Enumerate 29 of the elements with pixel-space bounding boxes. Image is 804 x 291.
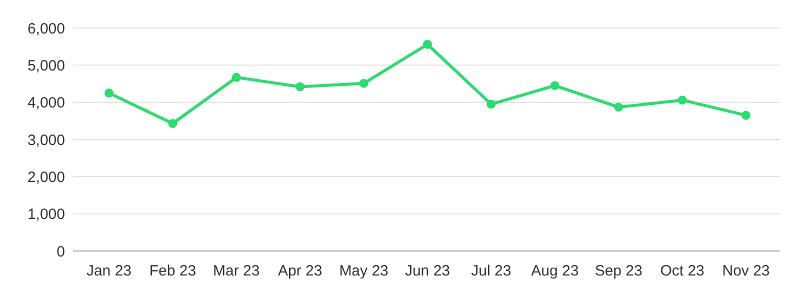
point bbox=[423, 40, 432, 49]
x-tick-label: Nov 23 bbox=[722, 262, 770, 280]
x-tick-label: Jul 23 bbox=[471, 262, 512, 280]
y-tick-label: 3,000 bbox=[27, 132, 65, 149]
point bbox=[550, 81, 560, 90]
x-tick-label: Feb 23 bbox=[149, 262, 196, 280]
point bbox=[296, 82, 305, 92]
y-tick-label: 6,000 bbox=[27, 20, 65, 38]
y-tick-label: 4,000 bbox=[27, 94, 65, 112]
point bbox=[742, 110, 750, 120]
x-tick-label: Apr 23 bbox=[278, 262, 322, 280]
point bbox=[232, 72, 241, 82]
point bbox=[486, 100, 496, 109]
y-tick-label: 5,000 bbox=[27, 57, 65, 74]
point bbox=[359, 78, 368, 88]
x-tick-label: Sep 23 bbox=[594, 262, 642, 280]
point bbox=[678, 96, 687, 105]
x-tick-label: Mar 23 bbox=[213, 262, 260, 280]
y-tick-label: 1,000 bbox=[27, 206, 65, 224]
x-tick-label: Jan 23 bbox=[86, 262, 132, 280]
x-tick-label: Jun 23 bbox=[404, 262, 450, 280]
point bbox=[104, 88, 114, 98]
point bbox=[168, 119, 178, 128]
point bbox=[614, 102, 624, 112]
x-tick-label: May 23 bbox=[339, 262, 388, 280]
y-tick-label: 0 bbox=[56, 243, 65, 260]
x-tick-label: Aug 23 bbox=[531, 262, 579, 280]
x-tick-label: Oct 23 bbox=[660, 262, 704, 280]
y-tick-label: 2,000 bbox=[27, 168, 65, 186]
